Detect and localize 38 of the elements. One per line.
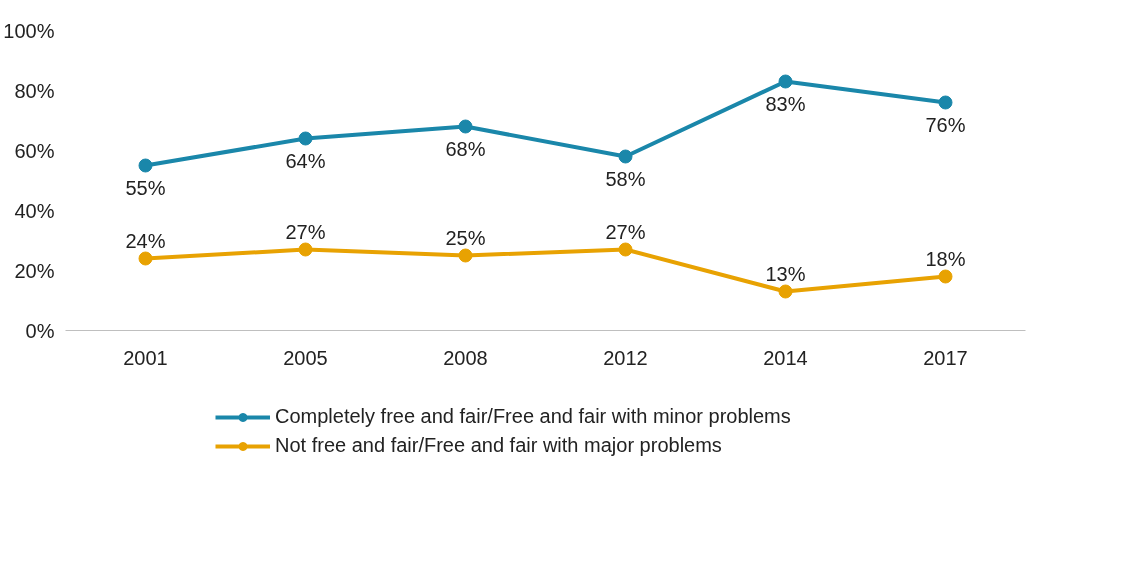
x-tick-label: 2014 (763, 346, 808, 369)
data-label: 76% (925, 113, 966, 136)
point (298, 242, 313, 257)
data-label: 18% (925, 247, 966, 270)
data-label: 58% (605, 167, 646, 190)
y-tick-label: 40% (14, 199, 55, 222)
x-tick-label: 2008 (443, 346, 488, 369)
data-label: 55% (125, 176, 166, 199)
data-label: 24% (125, 229, 166, 252)
y-tick-label: 0% (25, 319, 55, 342)
legend-label: Not free and fair/Free and fair with major problems (275, 434, 722, 457)
legend-label: Completely free and fair/Free and fair with minor problems (275, 405, 791, 428)
data-label: 83% (765, 92, 806, 115)
y-tick-label: 60% (14, 139, 55, 162)
point (618, 242, 633, 257)
point (458, 119, 473, 134)
data-label: 25% (445, 226, 486, 249)
data-label: 13% (765, 262, 806, 285)
x-tick-label: 2005 (283, 346, 328, 369)
x-tick-label: 2001 (123, 346, 168, 369)
point (938, 269, 953, 284)
data-label: 68% (445, 137, 486, 160)
point (298, 131, 313, 146)
data-label: 27% (285, 220, 326, 243)
point (458, 248, 473, 263)
y-tick-label: 20% (14, 259, 55, 282)
point (618, 149, 633, 164)
point (778, 74, 793, 89)
point (138, 251, 153, 266)
point (138, 158, 153, 173)
y-tick-label: 100% (3, 19, 55, 42)
x-tick-label: 2012 (603, 346, 648, 369)
x-tick-label: 2017 (923, 346, 968, 369)
data-label: 64% (285, 149, 326, 172)
point (778, 284, 793, 299)
data-label: 27% (605, 220, 646, 243)
point (938, 95, 953, 110)
y-tick-label: 80% (14, 79, 55, 102)
